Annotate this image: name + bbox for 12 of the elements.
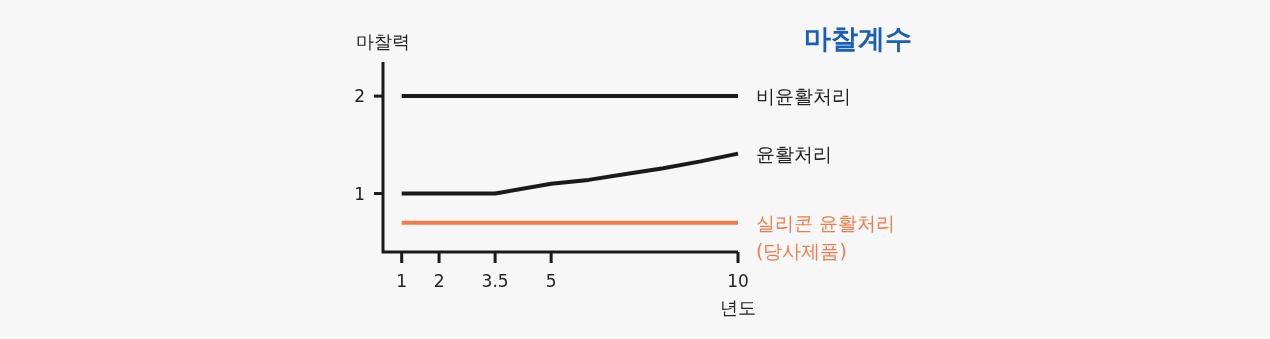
- line-series: [399, 151, 740, 196]
- series-label: 윤활처리: [756, 142, 832, 165]
- y-axis-title: 마찰력: [356, 31, 410, 52]
- x-tick-label: 3.5: [481, 271, 509, 291]
- x-tick-label: 2: [433, 271, 445, 291]
- x-tick-label: 5: [545, 271, 557, 291]
- text: 마찰계수: [804, 23, 912, 54]
- series-label: 비윤활처리: [756, 85, 851, 108]
- x-tick-label: 1: [396, 271, 408, 291]
- x-tick-label: 10: [727, 271, 749, 291]
- x-axis-title: 년도: [720, 297, 756, 318]
- series-label: 실리콘 윤활처리 (당사제품): [756, 211, 896, 262]
